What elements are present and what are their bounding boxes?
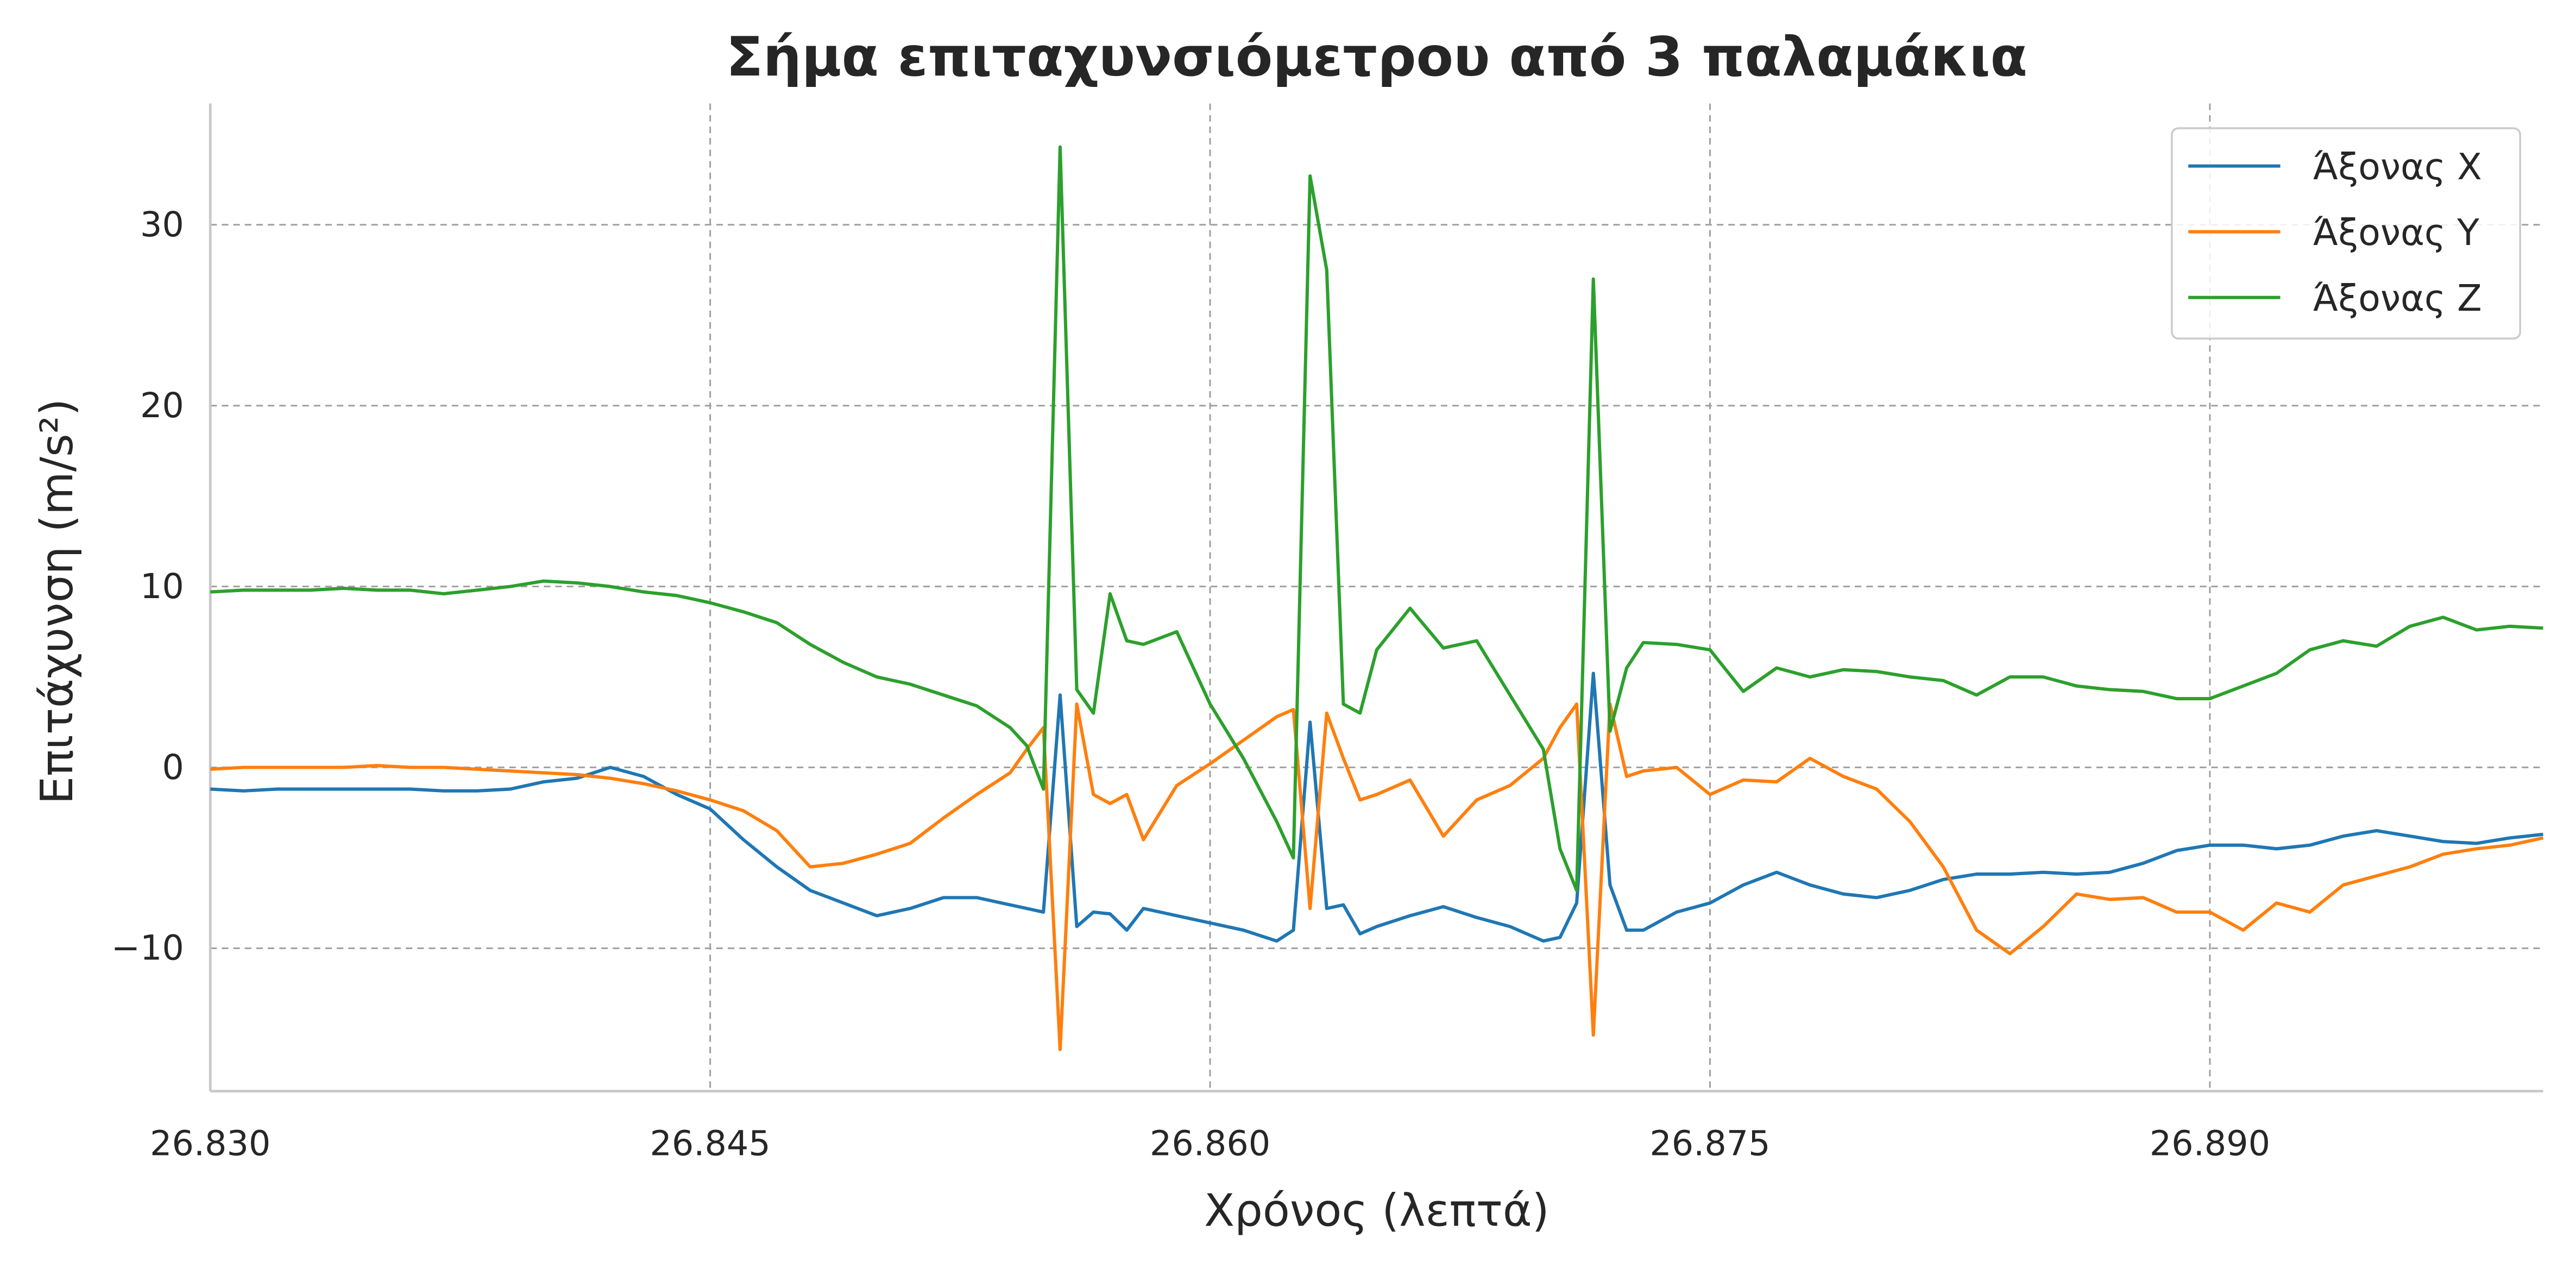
data-line bbox=[210, 671, 2543, 943]
y-tick-label: 30 bbox=[140, 204, 184, 244]
y-tick-label: 20 bbox=[140, 385, 184, 425]
y-tick-label: −10 bbox=[111, 928, 184, 968]
legend-box bbox=[2171, 127, 2521, 340]
legend-label: Άξονας Z bbox=[2313, 277, 2482, 319]
y-axis-label: Επιτάχυνση (m/s²) bbox=[32, 399, 83, 805]
x-tick-label: 26.845 bbox=[650, 1123, 770, 1164]
x-tick-label: 26.830 bbox=[150, 1123, 270, 1164]
x-tick-label: 26.890 bbox=[2150, 1123, 2270, 1164]
data-line bbox=[210, 702, 2544, 1052]
legend-label: Άξονας X bbox=[2313, 146, 2482, 188]
x-axis-label: Χρόνος (λεπτά) bbox=[1204, 1185, 1550, 1237]
x-tick-label: 26.875 bbox=[1649, 1123, 1770, 1164]
y-tick-label: 10 bbox=[140, 566, 184, 606]
legend: Άξονας X Άξονας Y Άξονας Z bbox=[2171, 127, 2521, 340]
y-tick-label: 0 bbox=[162, 747, 184, 787]
legend-label: Άξονας Y bbox=[2313, 211, 2479, 254]
x-tick-label: 26.860 bbox=[1150, 1123, 1270, 1164]
chart-title: Σήμα επιταχυνσιόμετρου από 3 παλαμάκια bbox=[726, 25, 2027, 89]
data-line bbox=[210, 145, 2543, 893]
